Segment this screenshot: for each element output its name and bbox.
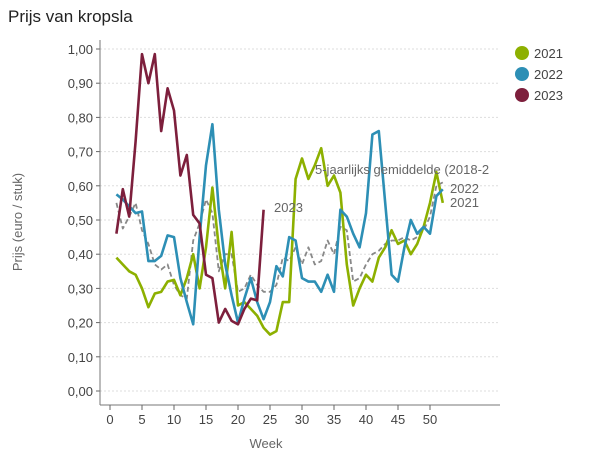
legend-marker [515, 46, 529, 60]
y-tick-label: 0,70 [68, 145, 93, 160]
y-tick-label: 0,90 [68, 76, 93, 91]
y-axis-label: Prijs (euro / stuk) [10, 173, 25, 271]
annotation-2022: 2022 [450, 181, 479, 196]
chart-title: Prijs van kropsla [8, 7, 133, 26]
y-tick-label: 0,10 [68, 350, 93, 365]
x-tick-label: 10 [167, 412, 181, 427]
x-tick-label: 20 [231, 412, 245, 427]
y-tick-label: 0,20 [68, 316, 93, 331]
annotation-average: 5-jaarlijks gemiddelde (2018-2 [315, 162, 489, 177]
legend-label: 2021 [534, 46, 563, 61]
x-tick-label: 0 [106, 412, 113, 427]
y-tick-label: 0,00 [68, 384, 93, 399]
x-tick-label: 40 [359, 412, 373, 427]
legend-label: 2022 [534, 67, 563, 82]
x-tick-label: 45 [391, 412, 405, 427]
y-tick-label: 0,60 [68, 179, 93, 194]
y-tick-label: 0,50 [68, 213, 93, 228]
legend-marker [515, 88, 529, 102]
x-tick-label: 30 [295, 412, 309, 427]
y-tick-label: 0,30 [68, 281, 93, 296]
x-tick-label: 15 [199, 412, 213, 427]
annotation-2021: 2021 [450, 195, 479, 210]
y-tick-label: 0,40 [68, 247, 93, 262]
legend-label: 2023 [534, 88, 563, 103]
x-tick-label: 35 [327, 412, 341, 427]
legend-marker [515, 67, 529, 81]
x-tick-label: 50 [423, 412, 437, 427]
y-tick-label: 1,00 [68, 42, 93, 57]
x-axis-label: Week [250, 436, 283, 451]
x-tick-label: 25 [263, 412, 277, 427]
y-tick-label: 0,80 [68, 110, 93, 125]
series-line-2022 [115, 122, 444, 326]
annotation-2023: 2023 [274, 200, 303, 215]
x-tick-label: 5 [138, 412, 145, 427]
series-line-2023 [115, 52, 265, 326]
